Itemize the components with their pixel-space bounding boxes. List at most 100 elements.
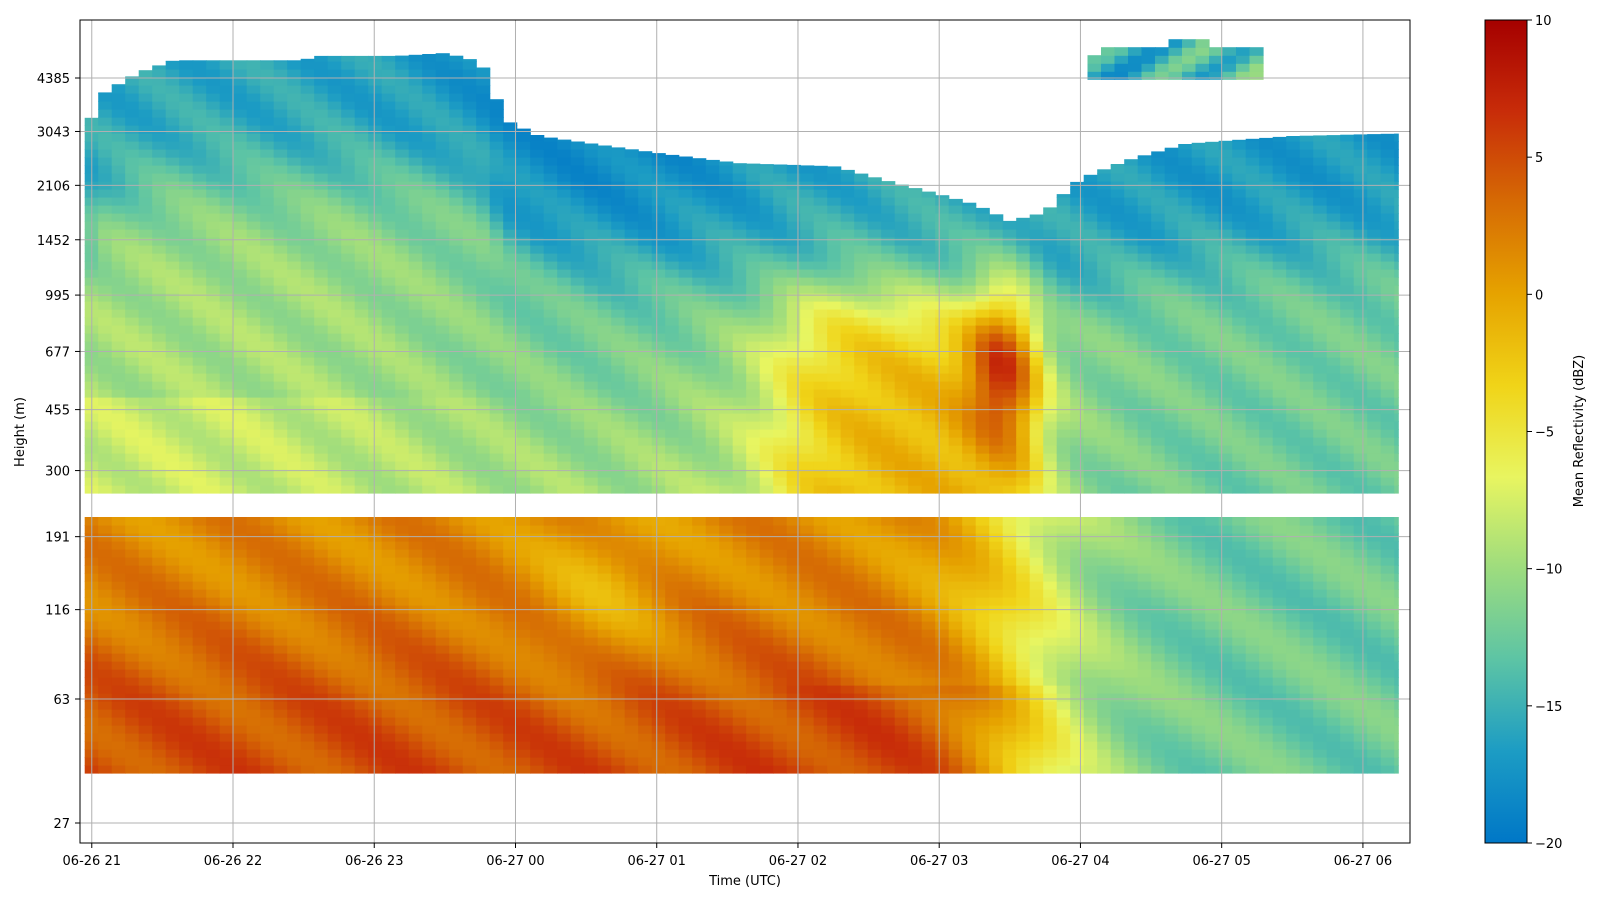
heatmap-cell xyxy=(678,333,693,342)
heatmap-cell xyxy=(327,189,342,198)
heatmap-cell xyxy=(705,717,720,726)
heatmap-cell xyxy=(422,277,437,286)
heatmap-cell xyxy=(813,517,828,526)
heatmap-cell xyxy=(503,157,518,166)
heatmap-cell xyxy=(111,709,126,718)
heatmap-cell xyxy=(638,733,653,742)
heatmap-cell xyxy=(840,469,855,478)
heatmap-cell xyxy=(557,653,572,662)
heatmap-cell xyxy=(908,725,923,734)
heatmap-cell xyxy=(314,557,329,566)
heatmap-cell xyxy=(894,757,909,766)
heatmap-cell xyxy=(732,669,747,678)
heatmap-cell xyxy=(165,205,180,214)
heatmap-cell xyxy=(111,333,126,342)
heatmap-cell xyxy=(624,245,639,254)
heatmap-cell xyxy=(314,317,329,326)
heatmap-cell xyxy=(152,349,167,358)
heatmap-cell xyxy=(827,565,842,574)
heatmap-cell xyxy=(516,477,531,486)
heatmap-cell xyxy=(300,589,315,598)
heatmap-cell xyxy=(800,685,815,694)
heatmap-cell xyxy=(287,477,302,486)
heatmap-cell xyxy=(516,629,531,638)
heatmap-cell xyxy=(813,381,828,390)
heatmap-cell xyxy=(665,189,680,198)
heatmap-cell xyxy=(246,85,261,94)
heatmap-cell xyxy=(449,261,464,270)
heatmap-cell xyxy=(422,205,437,214)
heatmap-cell xyxy=(462,317,477,326)
heatmap-cell xyxy=(273,85,288,94)
heatmap-cell xyxy=(813,637,828,646)
heatmap-cell xyxy=(165,141,180,150)
heatmap-cell xyxy=(314,269,329,278)
heatmap-cell xyxy=(435,413,450,422)
heatmap-cell xyxy=(705,525,720,534)
heatmap-cell xyxy=(206,709,221,718)
heatmap-cell xyxy=(651,285,666,294)
heatmap-cell xyxy=(692,397,707,406)
heatmap-cell xyxy=(773,581,788,590)
heatmap-cell xyxy=(368,157,383,166)
heatmap-cell xyxy=(908,293,923,302)
heatmap-cell xyxy=(165,93,180,102)
plot-area xyxy=(84,39,1399,774)
heatmap-cell xyxy=(111,733,126,742)
heatmap-cell xyxy=(908,277,923,286)
heatmap-cell xyxy=(165,157,180,166)
heatmap-cell xyxy=(125,149,140,158)
heatmap-cell xyxy=(368,453,383,462)
heatmap-cell xyxy=(368,477,383,486)
heatmap-cell xyxy=(557,437,572,446)
heatmap-cell xyxy=(449,341,464,350)
heatmap-cell xyxy=(516,293,531,302)
heatmap-cell xyxy=(354,749,369,758)
heatmap-cell xyxy=(651,461,666,470)
heatmap-cell xyxy=(624,149,639,158)
heatmap-cell xyxy=(462,189,477,198)
heatmap-cell xyxy=(381,205,396,214)
heatmap-cell xyxy=(354,461,369,470)
heatmap-cell xyxy=(449,685,464,694)
heatmap-cell xyxy=(300,557,315,566)
heatmap-cell xyxy=(165,301,180,310)
heatmap-cell xyxy=(867,381,882,390)
heatmap-cell xyxy=(233,309,248,318)
heatmap-cell xyxy=(570,325,585,334)
heatmap-cell xyxy=(233,413,248,422)
heatmap-cell xyxy=(570,189,585,198)
heatmap-cell xyxy=(408,101,423,110)
heatmap-cell xyxy=(341,125,356,134)
heatmap-cell xyxy=(152,629,167,638)
heatmap-cell xyxy=(165,757,180,766)
heatmap-cell xyxy=(773,565,788,574)
heatmap-cell xyxy=(813,397,828,406)
heatmap-cell xyxy=(786,317,801,326)
heatmap-cell xyxy=(786,565,801,574)
heatmap-cell xyxy=(341,525,356,534)
heatmap-cell xyxy=(854,477,869,486)
heatmap-cell xyxy=(138,101,153,110)
heatmap-cell xyxy=(692,253,707,262)
heatmap-cell xyxy=(530,373,545,382)
heatmap-cell xyxy=(192,221,207,230)
heatmap-cell xyxy=(651,677,666,686)
heatmap-cell xyxy=(651,749,666,758)
heatmap-cell xyxy=(827,277,842,286)
heatmap-cell xyxy=(368,701,383,710)
heatmap-cell xyxy=(759,669,774,678)
heatmap-cell xyxy=(98,221,113,230)
heatmap-cell xyxy=(530,325,545,334)
heatmap-cell xyxy=(287,245,302,254)
heatmap-cell xyxy=(111,701,126,710)
heatmap-cell xyxy=(206,517,221,526)
heatmap-cell xyxy=(192,413,207,422)
heatmap-cell xyxy=(665,154,680,158)
heatmap-cell xyxy=(260,645,275,654)
heatmap-cell xyxy=(489,99,504,102)
heatmap-cell xyxy=(908,341,923,350)
heatmap-cell xyxy=(921,741,936,750)
heatmap-cell xyxy=(543,261,558,270)
heatmap-cell xyxy=(651,725,666,734)
